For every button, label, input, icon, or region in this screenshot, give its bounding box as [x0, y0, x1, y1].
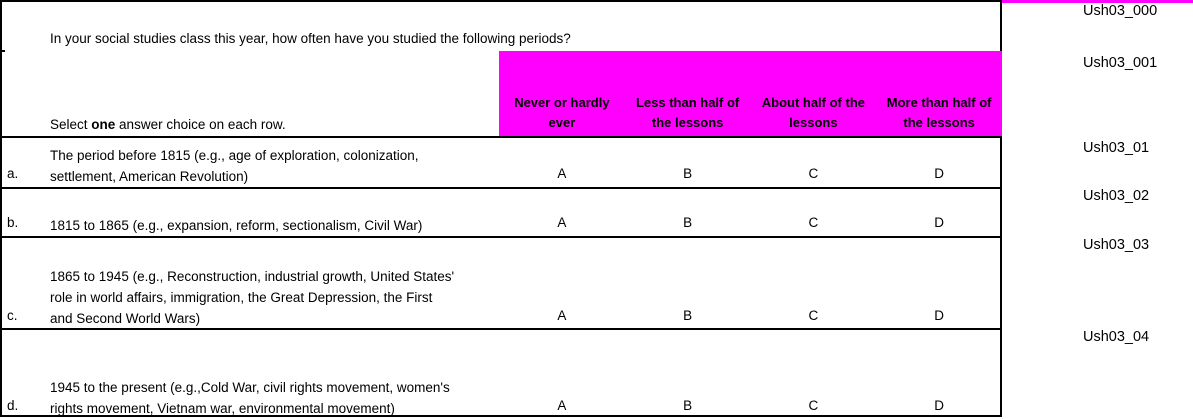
header-row-left-tick	[0, 50, 5, 52]
row-text-d: 1945 to the present (e.g.,Cold War, civi…	[50, 380, 450, 416]
row-label-b: b.	[7, 215, 19, 230]
choice-letter-c-C: C	[808, 308, 819, 323]
table-border-right-divider	[1000, 0, 1002, 417]
choice-letter-a-A: A	[557, 166, 567, 181]
codes-top-accent-bar	[1002, 0, 1193, 3]
choice-letter-c-D: D	[934, 308, 944, 323]
row-separator-a	[0, 187, 1002, 189]
choices-row-b: A B C D	[499, 215, 1002, 230]
row-label-d: d.	[7, 398, 19, 413]
answer-scale-header: Never or hardly ever Less than half of t…	[499, 51, 1002, 136]
row-separator-b	[0, 236, 1002, 238]
row-text-a: The period before 1815 (e.g., age of exp…	[50, 148, 419, 184]
choice-letter-b-B: B	[683, 215, 693, 230]
choice-letter-d-A: A	[557, 398, 567, 413]
header-column-more-than-half: More than half of the lessons	[886, 95, 992, 130]
choice-letter-d-D: D	[934, 398, 944, 413]
row-text-b: 1815 to 1865 (e.g., expansion, reform, s…	[50, 218, 423, 233]
header-column-never-or-hardly-ever: Never or hardly ever	[514, 95, 610, 130]
choice-letter-d-B: B	[683, 398, 693, 413]
choice-letter-b-D: D	[934, 215, 944, 230]
choice-letter-d-C: C	[808, 398, 819, 413]
row-separator-header	[0, 136, 1002, 138]
instruction-text: Select one answer choice on each row.	[50, 117, 286, 132]
choice-letter-b-A: A	[557, 215, 567, 230]
table-border-top	[0, 0, 1002, 2]
header-column-about-half: About half of the lessons	[761, 95, 865, 130]
choices-row-d: A B C D	[499, 398, 1002, 413]
question-text: In your social studies class this year, …	[50, 31, 571, 46]
choices-row-a: A B C D	[499, 166, 1002, 181]
row-text-c: 1865 to 1945 (e.g., Reconstruction, indu…	[50, 269, 455, 326]
choice-letter-c-B: B	[683, 308, 693, 323]
choice-letter-c-A: A	[557, 308, 567, 323]
variable-code-ush03-04: Ush03_04	[1083, 329, 1150, 345]
instruction-prefix: Select	[50, 117, 92, 132]
choice-letter-a-D: D	[934, 166, 944, 181]
instruction-suffix: answer choice on each row.	[115, 117, 286, 132]
variable-code-ush03-01: Ush03_01	[1083, 140, 1150, 156]
row-label-c: c.	[7, 308, 18, 323]
row-separator-c	[0, 328, 1002, 330]
choice-letter-b-C: C	[808, 215, 819, 230]
variable-code-ush03-001: Ush03_001	[1083, 55, 1158, 71]
choice-letter-a-B: B	[683, 166, 693, 181]
table-border-bottom	[0, 415, 1002, 417]
table-border-left	[0, 0, 2, 417]
choice-letter-a-C: C	[808, 166, 819, 181]
variable-code-ush03-02: Ush03_02	[1083, 188, 1150, 204]
variable-code-ush03-03: Ush03_03	[1083, 237, 1150, 253]
header-column-less-than-half: Less than half of the lessons	[635, 95, 740, 130]
variable-code-ush03-000: Ush03_000	[1083, 3, 1158, 19]
row-label-a: a.	[7, 166, 19, 181]
instruction-bold-word: one	[91, 117, 116, 132]
choices-row-c: A B C D	[499, 308, 1002, 323]
